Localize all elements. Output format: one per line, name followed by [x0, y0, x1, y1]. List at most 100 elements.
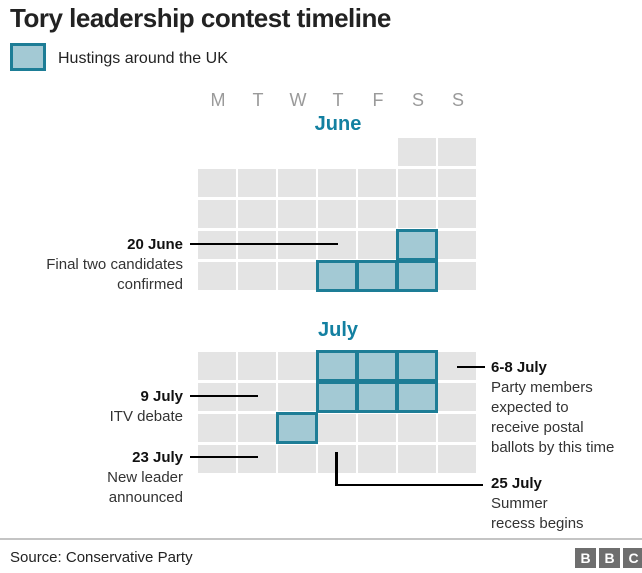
day-header-tuesday: T	[252, 90, 264, 110]
annotation-text-line: ballots by this time	[491, 439, 615, 456]
day-cell	[358, 169, 396, 197]
day-cell	[398, 445, 436, 473]
day-cell	[198, 352, 236, 380]
footer-divider	[0, 538, 642, 540]
annotation-text-line: receive postal	[491, 419, 584, 436]
callout-line-9-july	[190, 395, 258, 397]
day-cell	[438, 231, 476, 259]
annotation-text-line: confirmed	[117, 276, 183, 293]
annotation-25-july: 25 July Summer recess begins	[491, 474, 641, 534]
day-cell	[318, 414, 356, 442]
day-cell	[278, 169, 316, 197]
annotation-9-july: 9 July ITV debate	[0, 387, 183, 427]
callout-line-6-8-july	[457, 366, 485, 368]
annotation-23-july: 23 July New leader announced	[0, 448, 183, 508]
day-cell	[198, 231, 236, 259]
hustings-legend-label: Hustings around the UK	[58, 50, 228, 67]
day-cell	[238, 200, 276, 228]
day-cell	[398, 138, 436, 166]
day-cell	[398, 169, 436, 197]
day-cell	[198, 169, 236, 197]
callout-line-23-july	[190, 456, 258, 458]
day-cell	[278, 200, 316, 228]
day-cell	[278, 352, 316, 380]
hustings-day-cell	[396, 229, 438, 261]
day-cell	[438, 169, 476, 197]
day-header-friday: F	[372, 90, 384, 110]
callout-line-20-june	[190, 243, 338, 245]
day-cell	[238, 169, 276, 197]
day-cell	[318, 169, 356, 197]
hustings-day-cell	[276, 412, 318, 444]
hustings-day-cell	[356, 381, 398, 413]
day-cell	[438, 445, 476, 473]
july-month-label: July	[317, 319, 359, 341]
day-cell	[358, 200, 396, 228]
hustings-day-cell	[396, 381, 438, 413]
annotation-20-june: 20 June Final two candidates confirmed	[0, 235, 183, 295]
day-cell	[438, 200, 476, 228]
callout-line-25-july-vertical	[335, 452, 338, 486]
day-cell	[278, 231, 316, 259]
annotation-date: 23 July	[132, 449, 183, 466]
annotation-date: 9 July	[140, 388, 183, 405]
annotation-text-line: recess begins	[491, 515, 584, 532]
hustings-day-cell	[396, 350, 438, 382]
annotation-text-line: Summer	[491, 495, 548, 512]
bbc-logo-block: B	[599, 548, 620, 568]
annotation-text-line: announced	[108, 489, 183, 506]
source-credit: Source: Conservative Party	[10, 549, 193, 566]
day-cell	[278, 445, 316, 473]
bbc-logo-block: B	[575, 548, 596, 568]
day-cell	[198, 445, 236, 473]
bbc-logo-block: C	[623, 548, 642, 568]
hustings-day-cell	[316, 350, 358, 382]
day-cell	[438, 414, 476, 442]
annotation-text-line: ITV debate	[109, 408, 183, 425]
day-cell	[238, 383, 276, 411]
annotation-date: 25 July	[491, 475, 542, 492]
day-cell	[438, 383, 476, 411]
day-cell	[318, 200, 356, 228]
day-header-monday: M	[210, 90, 226, 110]
annotation-6-8-july: 6-8 July Party members expected to recei…	[491, 358, 641, 458]
day-cell	[398, 414, 436, 442]
hustings-day-cell	[316, 260, 358, 292]
day-cell	[278, 383, 316, 411]
day-cell	[198, 200, 236, 228]
day-cell	[358, 414, 396, 442]
hustings-day-cell	[396, 260, 438, 292]
day-cell	[238, 262, 276, 290]
day-cell	[358, 231, 396, 259]
day-cell	[318, 231, 356, 259]
day-header-wednesday: W	[289, 90, 307, 110]
day-cell	[238, 352, 276, 380]
day-cell	[278, 262, 316, 290]
day-cell	[198, 262, 236, 290]
day-cell	[398, 200, 436, 228]
day-header-thursday: T	[332, 90, 344, 110]
callout-line-25-july-horizontal	[335, 484, 483, 486]
day-header-saturday: S	[411, 90, 424, 110]
day-cell	[358, 445, 396, 473]
day-cell	[238, 231, 276, 259]
hustings-day-cell	[356, 260, 398, 292]
bbc-logo: B B C	[575, 548, 642, 568]
annotation-text-line: expected to	[491, 399, 569, 416]
day-cell	[238, 414, 276, 442]
annotation-date: 6-8 July	[491, 359, 547, 376]
june-month-label: June	[314, 113, 362, 135]
day-headers-row: M T W T F S S	[198, 90, 478, 111]
annotation-date: 20 June	[127, 236, 183, 253]
day-header-sunday: S	[451, 90, 464, 110]
annotation-text-line: New leader	[107, 469, 183, 486]
hustings-legend-swatch	[10, 43, 46, 71]
day-cell	[198, 414, 236, 442]
day-cell	[438, 138, 476, 166]
day-cell	[438, 262, 476, 290]
hustings-day-cell	[356, 350, 398, 382]
day-cell	[238, 445, 276, 473]
june-calendar-grid	[198, 138, 478, 292]
annotation-text-line: Party members	[491, 379, 593, 396]
